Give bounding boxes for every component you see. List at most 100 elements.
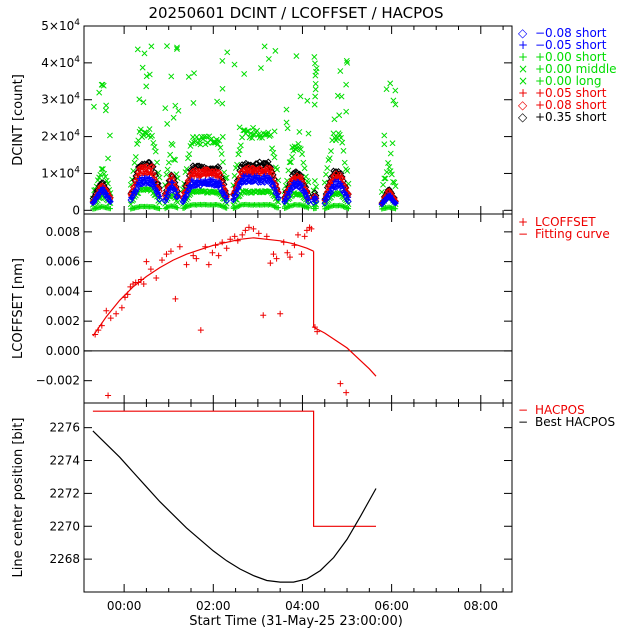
data-point [388,171,395,178]
data-point [143,73,150,80]
data-point [175,205,181,211]
data-point [255,230,262,237]
best-hacpos-line [92,430,377,583]
legend-label: −0.08 short [535,26,607,40]
data-point [204,180,212,188]
data-point [313,183,320,190]
data-point [136,96,143,103]
data-point [272,47,279,54]
data-point [378,189,385,195]
data-point [383,86,390,93]
legend-label: +0.35 short [535,110,607,124]
data-point [250,124,257,131]
data-point [140,280,147,287]
legend-symbol: − [518,415,528,429]
data-point [183,261,190,268]
data-point [381,132,388,139]
y-tick-exponent: 4 [74,129,80,139]
data-point [190,252,197,259]
data-point [174,44,180,51]
data-point [107,198,114,205]
data-point [311,195,319,202]
y-tick-label: 1×104 [41,165,80,180]
data-point [387,168,394,175]
y-tick-label: −0.002 [36,374,80,388]
data-point [193,134,200,140]
data-point [197,141,204,148]
data-point [165,159,172,166]
data-point [166,184,174,192]
data-point [102,107,109,114]
data-point [135,173,141,179]
y-axis-label: LCOFFSET [nm] [11,258,26,359]
fitting-curve [313,251,377,377]
data-point [191,70,197,77]
data-point [323,171,329,178]
data-point [390,199,398,206]
data-point [283,193,291,201]
data-point [149,132,155,139]
data-point [295,231,301,238]
data-point [148,162,156,170]
plot-frame [83,402,513,593]
legend-symbol: + [518,38,528,52]
legend-symbol: − [518,403,528,417]
data-point [102,191,109,199]
data-point [380,181,387,188]
data-point [215,252,222,259]
data-point [267,260,274,267]
data-point [134,140,141,147]
data-point [311,324,318,331]
data-point [285,193,292,200]
data-point [168,73,175,80]
data-point [186,151,193,157]
data-point [298,251,305,258]
data-point [102,173,109,180]
data-point [217,185,224,192]
data-point [313,205,319,211]
data-point [293,53,300,60]
y-tick-label: 3×104 [41,92,80,107]
data-point [107,315,114,322]
data-point [106,132,113,139]
data-point [223,245,230,252]
data-point [152,186,160,193]
data-point [128,194,136,201]
data-point [336,131,343,138]
data-point [196,137,203,144]
data-point [289,153,296,160]
data-point [170,186,178,193]
legend-symbol: − [518,227,528,241]
x-tick-label: 08:00 [463,599,498,613]
data-point [260,312,267,319]
data-point [381,175,388,182]
data-point [218,151,225,157]
x-tick-label: 00:00 [107,599,142,613]
data-point [273,255,280,262]
data-point [153,189,161,196]
hacpos-panel: 2268 2270 2272 2274 2276 Line center position… [11,402,513,613]
data-point [245,224,252,231]
y-tick-label: 2274 [49,454,80,468]
legend-label: +0.08 short [535,98,607,112]
data-point [338,134,344,141]
data-point [336,112,343,119]
data-point [301,233,308,240]
data-point [235,151,242,158]
data-point [223,174,230,181]
data-point [274,194,282,202]
data-point [170,114,177,121]
data-point [131,159,138,166]
y-tick-label: 0.002 [46,314,80,328]
data-point [193,255,200,262]
data-point [156,205,163,212]
legend-symbol: + [518,86,528,100]
data-point [275,205,281,211]
hacpos-line [92,410,376,527]
data-point [146,71,153,78]
data-point [391,179,398,186]
dcint-panel: 0 1×104 2×104 3×104 4×104 5×104 DCINT [count] [11,18,513,217]
y-tick-exponent: 4 [74,18,80,28]
data-point [153,274,160,281]
data-point [214,181,222,189]
